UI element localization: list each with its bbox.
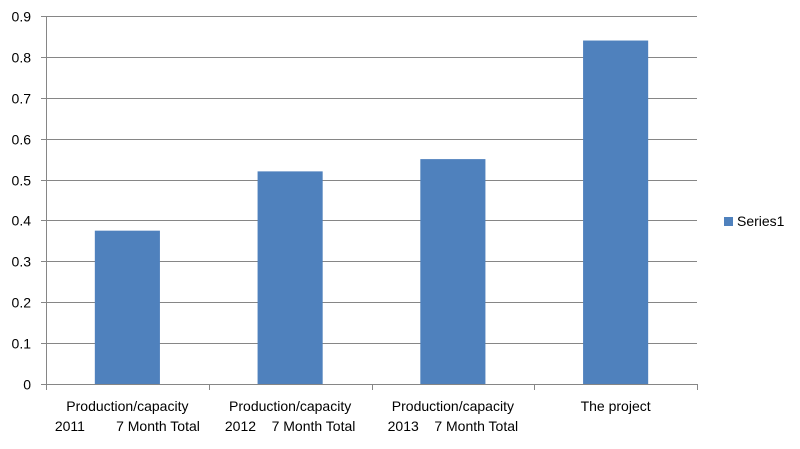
y-tick-label: 0.4	[12, 213, 32, 229]
legend-label: Series1	[737, 213, 785, 229]
x-tick-label: Production/capacity	[66, 398, 188, 414]
y-tick-label: 0.5	[12, 173, 32, 189]
y-tick-label: 0.1	[12, 336, 32, 352]
y-tick-label: 0.9	[12, 9, 32, 25]
y-tick-label: 0.3	[12, 254, 32, 270]
bar	[420, 159, 486, 384]
y-tick-label: 0.8	[12, 50, 32, 66]
x-tick-label: 2012 7 Month Total	[225, 418, 356, 434]
axes	[41, 16, 698, 390]
y-tick-labels: 0 0.1 0.2 0.3 0.4 0.5 0.6 0.7 0.8 0.9	[12, 9, 32, 393]
bar	[583, 40, 649, 385]
bars	[94, 40, 649, 385]
x-tick-label: Production/capacity	[229, 398, 351, 414]
y-tick-label: 0.7	[12, 91, 32, 107]
legend: Series1	[724, 213, 785, 229]
y-tick-label: 0.6	[12, 132, 32, 148]
legend-swatch	[724, 217, 733, 226]
x-tick-label: Production/capacity	[392, 398, 514, 414]
y-tick-label: 0	[23, 377, 31, 393]
x-tick-label: The project	[581, 398, 651, 414]
x-tick-labels: Production/capacity 2011 7 Month Total Pro…	[55, 398, 651, 434]
x-tick-label: 2013 7 Month Total	[388, 418, 519, 434]
y-tick-label: 0.2	[12, 295, 32, 311]
bar	[94, 230, 160, 384]
bar	[257, 171, 323, 384]
x-tick-label: 2011 7 Month Total	[55, 418, 200, 434]
